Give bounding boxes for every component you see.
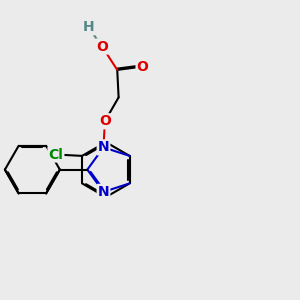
Text: O: O (99, 114, 111, 128)
Text: N: N (98, 140, 109, 154)
Text: Cl: Cl (49, 148, 63, 161)
Text: N: N (98, 185, 109, 199)
Text: O: O (96, 40, 108, 53)
Text: O: O (136, 60, 148, 74)
Text: H: H (82, 20, 94, 34)
